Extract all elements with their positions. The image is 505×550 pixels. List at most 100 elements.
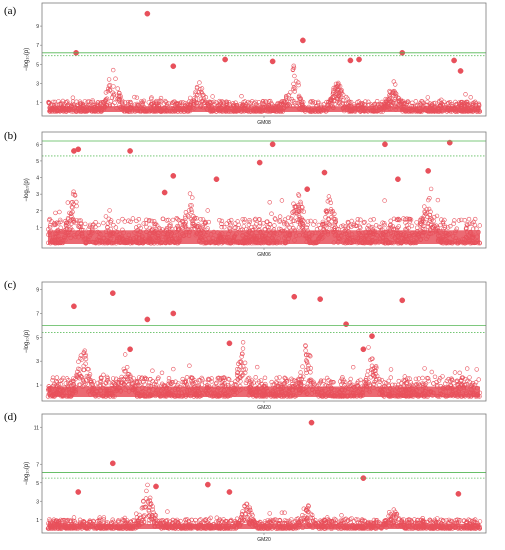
data-point xyxy=(340,98,346,103)
data-point xyxy=(312,382,317,387)
data-point xyxy=(415,225,420,230)
data-point xyxy=(308,354,313,359)
data-point xyxy=(74,203,79,209)
data-point xyxy=(169,381,174,386)
data-point xyxy=(166,101,171,106)
data-point xyxy=(366,380,371,385)
significant-point xyxy=(109,290,116,297)
data-point xyxy=(342,379,348,385)
data-point xyxy=(116,219,121,224)
data-point xyxy=(81,350,87,355)
panel-label: (b) xyxy=(4,130,17,142)
data-point xyxy=(144,217,149,223)
significant-point xyxy=(269,141,276,148)
data-point xyxy=(119,377,124,382)
data-point xyxy=(456,218,462,223)
data-point xyxy=(388,367,394,372)
significant-point xyxy=(425,168,432,174)
data-point xyxy=(351,365,356,370)
data-point xyxy=(303,358,309,363)
data-point xyxy=(247,381,252,386)
data-point xyxy=(388,375,393,380)
data-point xyxy=(148,377,153,382)
significant-point xyxy=(300,37,306,44)
data-point xyxy=(111,92,116,98)
data-point xyxy=(171,366,176,372)
y-axis-label: −log₁₀(p) xyxy=(24,178,30,201)
data-point xyxy=(235,370,241,375)
significant-point xyxy=(213,176,220,183)
data-point xyxy=(188,95,193,101)
data-point xyxy=(363,378,368,383)
data-point xyxy=(111,381,117,386)
data-point xyxy=(236,222,241,228)
data-point xyxy=(155,101,160,106)
data-point xyxy=(86,99,92,104)
data-point xyxy=(435,197,441,203)
data-point xyxy=(64,223,69,229)
data-point xyxy=(238,359,244,364)
data-point xyxy=(233,100,238,105)
panel-label: (d) xyxy=(4,411,17,423)
data-point xyxy=(281,220,287,225)
data-point xyxy=(471,101,476,106)
data-point xyxy=(422,204,427,209)
data-point xyxy=(421,223,426,229)
data-point xyxy=(74,99,79,104)
data-point xyxy=(273,217,278,222)
data-point xyxy=(470,221,475,226)
data-point xyxy=(47,223,53,228)
data-point xyxy=(82,221,88,227)
significant-point xyxy=(161,189,168,196)
data-point xyxy=(308,99,313,105)
data-point xyxy=(437,376,443,381)
data-point xyxy=(125,372,131,377)
data-point xyxy=(191,222,197,227)
data-point xyxy=(206,219,212,225)
y-tick-label: 3 xyxy=(36,359,39,365)
data-point xyxy=(166,382,171,387)
data-point xyxy=(368,217,373,223)
data-point xyxy=(410,100,415,106)
data-point xyxy=(292,73,297,79)
y-tick-label: 9 xyxy=(36,24,39,30)
data-point xyxy=(78,218,83,223)
data-point xyxy=(292,99,297,104)
data-point xyxy=(203,380,208,385)
data-point xyxy=(401,216,406,221)
data-point xyxy=(130,216,136,221)
data-point xyxy=(326,194,332,199)
data-point xyxy=(292,101,297,106)
data-point xyxy=(333,217,338,222)
data-point xyxy=(396,378,401,384)
significant-point xyxy=(170,63,177,70)
data-point xyxy=(128,373,133,378)
data-point xyxy=(368,375,373,380)
data-point xyxy=(472,222,477,228)
data-point xyxy=(110,67,116,73)
data-point xyxy=(233,225,238,230)
data-point xyxy=(377,224,382,230)
data-point xyxy=(300,364,305,369)
data-point xyxy=(468,95,473,100)
data-point xyxy=(453,99,458,105)
data-point xyxy=(103,381,109,386)
y-tick-label: 1 xyxy=(36,100,39,106)
significant-point xyxy=(75,146,82,153)
significant-point xyxy=(127,346,133,353)
data-point xyxy=(144,224,149,230)
data-point xyxy=(331,380,336,385)
significant-point xyxy=(317,296,324,302)
data-point xyxy=(77,225,83,230)
data-point xyxy=(241,364,246,369)
data-point xyxy=(298,370,303,375)
data-point xyxy=(311,222,316,227)
data-point xyxy=(240,372,246,377)
data-point xyxy=(88,378,94,383)
data-point xyxy=(452,370,458,375)
data-point xyxy=(173,101,179,107)
data-point xyxy=(65,200,71,205)
data-point xyxy=(183,214,188,219)
data-point xyxy=(180,376,185,382)
data-point xyxy=(427,212,432,218)
